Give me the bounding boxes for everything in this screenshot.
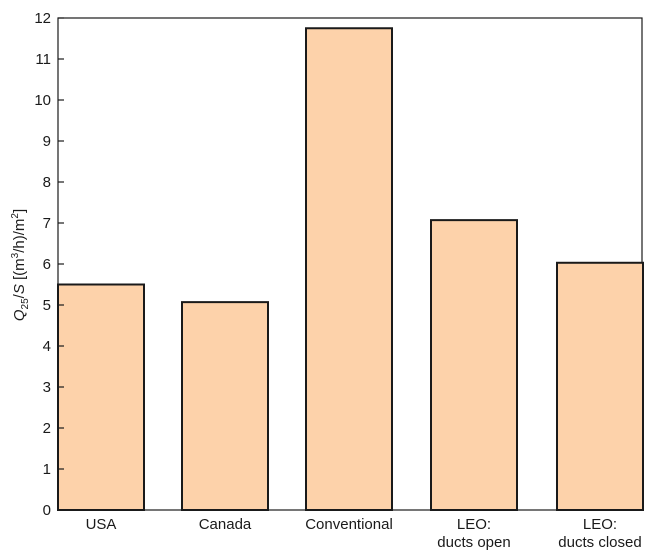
bar-usa: [57, 283, 145, 511]
y-tick-label: 2: [43, 420, 51, 437]
x-tick-label: LEO: ducts open: [437, 516, 510, 551]
y-tick-label: 4: [43, 338, 51, 355]
bar-leo-ducts-closed: [556, 261, 644, 511]
y-tick-label: 12: [34, 10, 51, 27]
x-axis: USA Canada Conventional LEO: ducts open LEO: d…: [86, 516, 642, 551]
bar-leo-ducts-open: [430, 219, 518, 511]
y-tick-label: 5: [43, 297, 51, 314]
y-tick-label: 6: [43, 256, 51, 273]
y-tick-label: 0: [43, 502, 51, 519]
x-tick-label: Canada: [199, 516, 252, 533]
bars-group: [57, 27, 644, 511]
bar-conventional: [305, 27, 393, 511]
x-tick-label: LEO: ducts closed: [558, 516, 641, 551]
x-tick-label: USA: [86, 516, 117, 533]
y-tick-label: 7: [43, 215, 51, 232]
bar-canada: [181, 301, 269, 511]
y-tick-label: 9: [43, 133, 51, 150]
x-tick-label: Conventional: [305, 516, 393, 533]
y-tick-label: 3: [43, 379, 51, 396]
y-tick-label: 11: [35, 51, 51, 68]
y-tick-label: 1: [43, 461, 51, 478]
y-tick-label: 8: [43, 174, 51, 191]
y-tick-label: 10: [34, 92, 51, 109]
y-axis-label: Q25/S [(m3/h)/m2]: [10, 209, 31, 321]
